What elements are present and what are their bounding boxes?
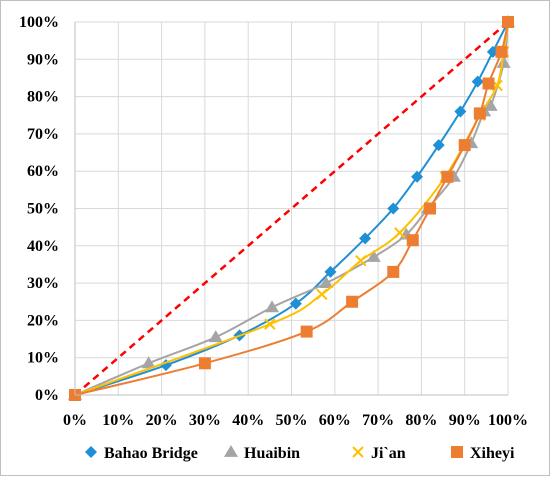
legend-label: Bahao Bridge	[104, 445, 198, 462]
data-point	[264, 318, 276, 330]
legend-marker	[224, 445, 238, 457]
y-tick-label: 20%	[27, 312, 59, 329]
series-xiheyi	[69, 16, 514, 401]
y-tick-label: 90%	[27, 51, 59, 68]
data-point	[346, 295, 359, 308]
y-tick-label: 100%	[19, 14, 59, 31]
legend-item-huaibin: Huaibin	[224, 445, 300, 462]
y-tick-label: 80%	[27, 89, 59, 106]
data-point	[473, 107, 486, 120]
legend-item-xiheyi: Xiheyi	[451, 445, 515, 462]
data-point	[495, 45, 508, 58]
data-point	[359, 232, 372, 245]
x-tick-label: 100%	[488, 412, 528, 429]
data-point	[141, 356, 156, 369]
data-point	[387, 265, 400, 278]
legend: Bahao Bridge Huaibin Ji`an Xiheyi	[85, 445, 515, 462]
data-point	[458, 139, 471, 152]
legend-label: Xiheyi	[470, 445, 515, 462]
y-tick-label: 10%	[27, 350, 59, 367]
y-tick-label: 60%	[27, 163, 59, 180]
legend-marker	[85, 446, 97, 458]
x-marker-stroke	[352, 446, 364, 458]
data-point	[289, 297, 302, 310]
data-point	[471, 75, 484, 88]
x-tick-label: 20%	[146, 412, 178, 429]
x-marker-stroke	[316, 288, 328, 300]
legend-item-ji-an: Ji`an	[352, 445, 406, 462]
data-point	[394, 227, 406, 239]
x-tick-label: 40%	[232, 412, 264, 429]
legend-item-bahao-bridge: Bahao Bridge	[85, 445, 198, 462]
x-tick-label: 10%	[102, 412, 134, 429]
y-tick-label: 30%	[27, 275, 59, 292]
x-tick-label: 60%	[319, 412, 351, 429]
data-point	[424, 202, 437, 215]
data-point	[441, 170, 454, 183]
legend-marker	[451, 446, 463, 458]
data-point	[411, 170, 424, 183]
series-group	[68, 15, 515, 401]
data-point	[265, 300, 280, 313]
legend-marker	[352, 446, 364, 458]
x-tick-label: 0%	[63, 412, 87, 429]
data-point	[483, 98, 498, 111]
data-point	[387, 202, 400, 215]
data-point	[406, 234, 419, 247]
data-point	[355, 255, 367, 267]
data-point	[316, 288, 328, 300]
x-tick-label: 30%	[189, 412, 221, 429]
legend-label: Ji`an	[371, 445, 406, 462]
legend-label: Huaibin	[244, 445, 300, 462]
data-point	[319, 276, 334, 288]
y-tick-label: 50%	[27, 201, 59, 218]
x-tick-label: 90%	[449, 412, 481, 429]
x-marker-stroke	[394, 227, 406, 239]
data-point	[496, 56, 511, 68]
y-tick-label: 0%	[35, 387, 59, 404]
data-point	[432, 139, 445, 152]
data-point	[324, 265, 337, 278]
y-tick-label: 70%	[27, 126, 59, 143]
data-point	[300, 325, 313, 338]
data-point	[366, 249, 381, 262]
data-point	[482, 77, 495, 90]
data-point	[198, 357, 211, 370]
x-marker-stroke	[355, 255, 367, 267]
data-point	[502, 16, 514, 28]
axes: 0% 10% 20% 30% 40% 50% 60% 70% 80% 90% 100% 0% 10% 20…	[19, 14, 528, 429]
data-point	[208, 330, 223, 343]
x-tick-label: 70%	[362, 412, 394, 429]
y-tick-label: 40%	[27, 238, 59, 255]
data-point	[454, 105, 467, 118]
x-marker-stroke	[264, 318, 276, 330]
x-tick-label: 50%	[276, 412, 308, 429]
x-tick-label: 80%	[405, 412, 437, 429]
